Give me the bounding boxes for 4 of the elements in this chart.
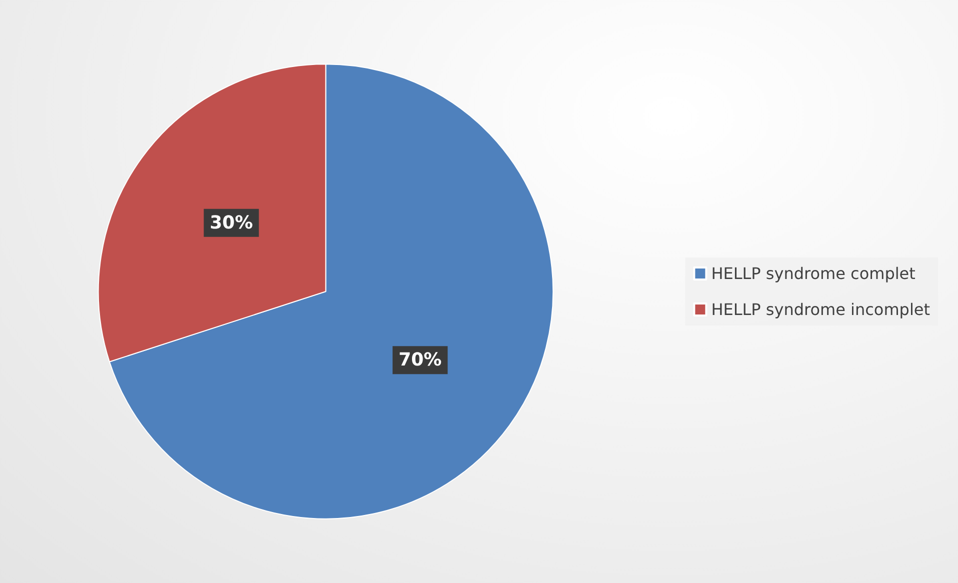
legend-label: HELLP syndrome complet bbox=[711, 264, 916, 283]
data-label: 70% bbox=[398, 350, 442, 371]
legend-label: HELLP syndrome incomplet bbox=[711, 300, 930, 319]
data-label: 30% bbox=[210, 212, 253, 234]
